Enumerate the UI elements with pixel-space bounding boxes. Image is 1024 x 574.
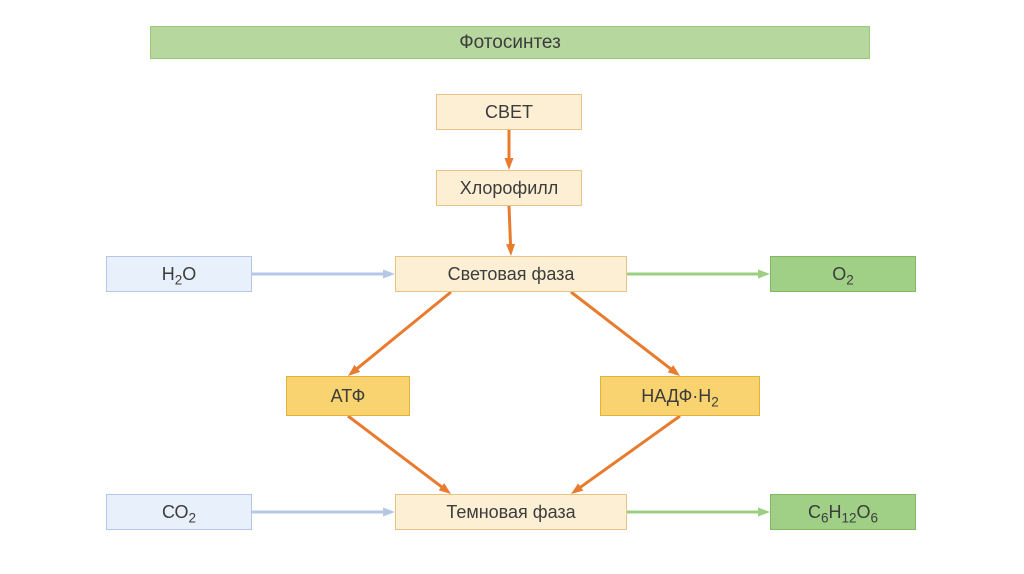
node-co2-label: СО2 [162, 502, 196, 523]
node-h2o: Н2О [106, 256, 252, 292]
photosynthesis-diagram: Фотосинтез СВЕТ Хлорофилл Световая фаза АТФ Н… [0, 0, 1024, 574]
node-o2: О2 [770, 256, 916, 292]
node-dark_phase-label: Темновая фаза [446, 502, 575, 523]
node-co2: СО2 [106, 494, 252, 530]
node-dark_phase: Темновая фаза [395, 494, 627, 530]
node-glucose: С6Н12О6 [770, 494, 916, 530]
node-svet-label: СВЕТ [485, 102, 533, 123]
node-o2-label: О2 [832, 264, 854, 285]
node-title: Фотосинтез [150, 26, 870, 59]
node-nadph: НАДФ·Н2 [600, 376, 760, 416]
node-h2o-label: Н2О [162, 264, 197, 285]
node-atp-label: АТФ [331, 386, 366, 407]
node-chlorophyll: Хлорофилл [436, 170, 582, 206]
node-title-label: Фотосинтез [459, 32, 561, 54]
node-light_phase-label: Световая фаза [448, 264, 575, 285]
node-svet: СВЕТ [436, 94, 582, 130]
node-atp: АТФ [286, 376, 410, 416]
node-glucose-label: С6Н12О6 [808, 502, 878, 523]
node-chlorophyll-label: Хлорофилл [460, 178, 559, 199]
node-light_phase: Световая фаза [395, 256, 627, 292]
node-nadph-label: НАДФ·Н2 [641, 386, 719, 407]
